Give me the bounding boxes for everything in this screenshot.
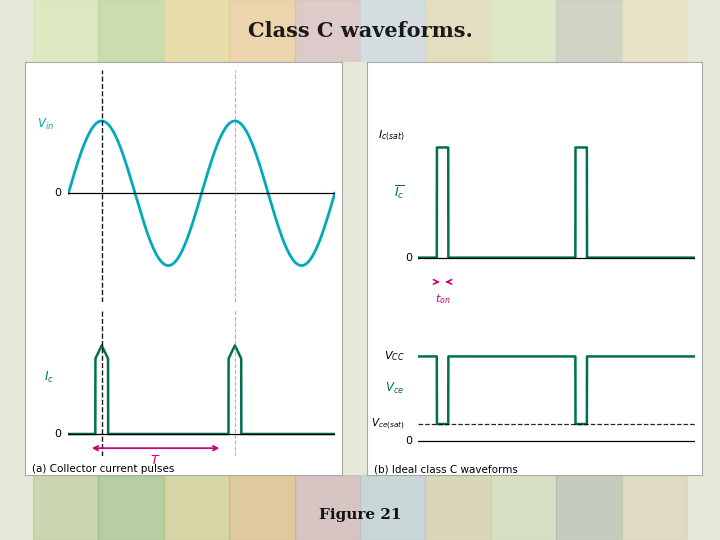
Text: $V_{CC}$: $V_{CC}$ [384,349,405,363]
Bar [557,475,622,540]
Text: (b) Ideal class C waveforms: (b) Ideal class C waveforms [374,464,518,475]
Text: 0: 0 [405,253,412,262]
Bar [32,475,98,540]
Text: $t_{on}$: $t_{on}$ [435,292,450,306]
Text: $V_{in}$: $V_{in}$ [37,117,53,132]
Text: $I_c$: $I_c$ [44,370,53,385]
Bar [622,0,688,62]
Bar [98,0,163,62]
Text: $I_{c(sat)}$: $I_{c(sat)}$ [377,129,405,144]
Text: $V_{ce(sat)}$: $V_{ce(sat)}$ [371,416,405,431]
Bar [426,475,491,540]
Bar [229,0,294,62]
Bar [622,475,688,540]
Text: 0: 0 [54,429,61,439]
Bar [294,0,360,62]
Bar [163,475,229,540]
Text: 0: 0 [54,188,61,198]
Bar [557,0,622,62]
Bar [491,475,557,540]
Text: $\overline{I_c}$: $\overline{I_c}$ [394,183,405,201]
Text: 0: 0 [405,436,412,446]
Bar [360,475,426,540]
Bar [491,0,557,62]
Text: Figure 21: Figure 21 [319,508,401,522]
Text: (a) Collector current pulses: (a) Collector current pulses [32,464,175,475]
Bar [229,475,294,540]
Text: $V_{ce}$: $V_{ce}$ [385,381,405,396]
Bar [32,0,98,62]
Bar [163,0,229,62]
Bar [98,475,163,540]
Bar [294,475,360,540]
Bar [426,0,491,62]
Bar [360,0,426,62]
Text: $T$: $T$ [150,454,161,467]
Text: Class C waveforms.: Class C waveforms. [248,21,472,41]
